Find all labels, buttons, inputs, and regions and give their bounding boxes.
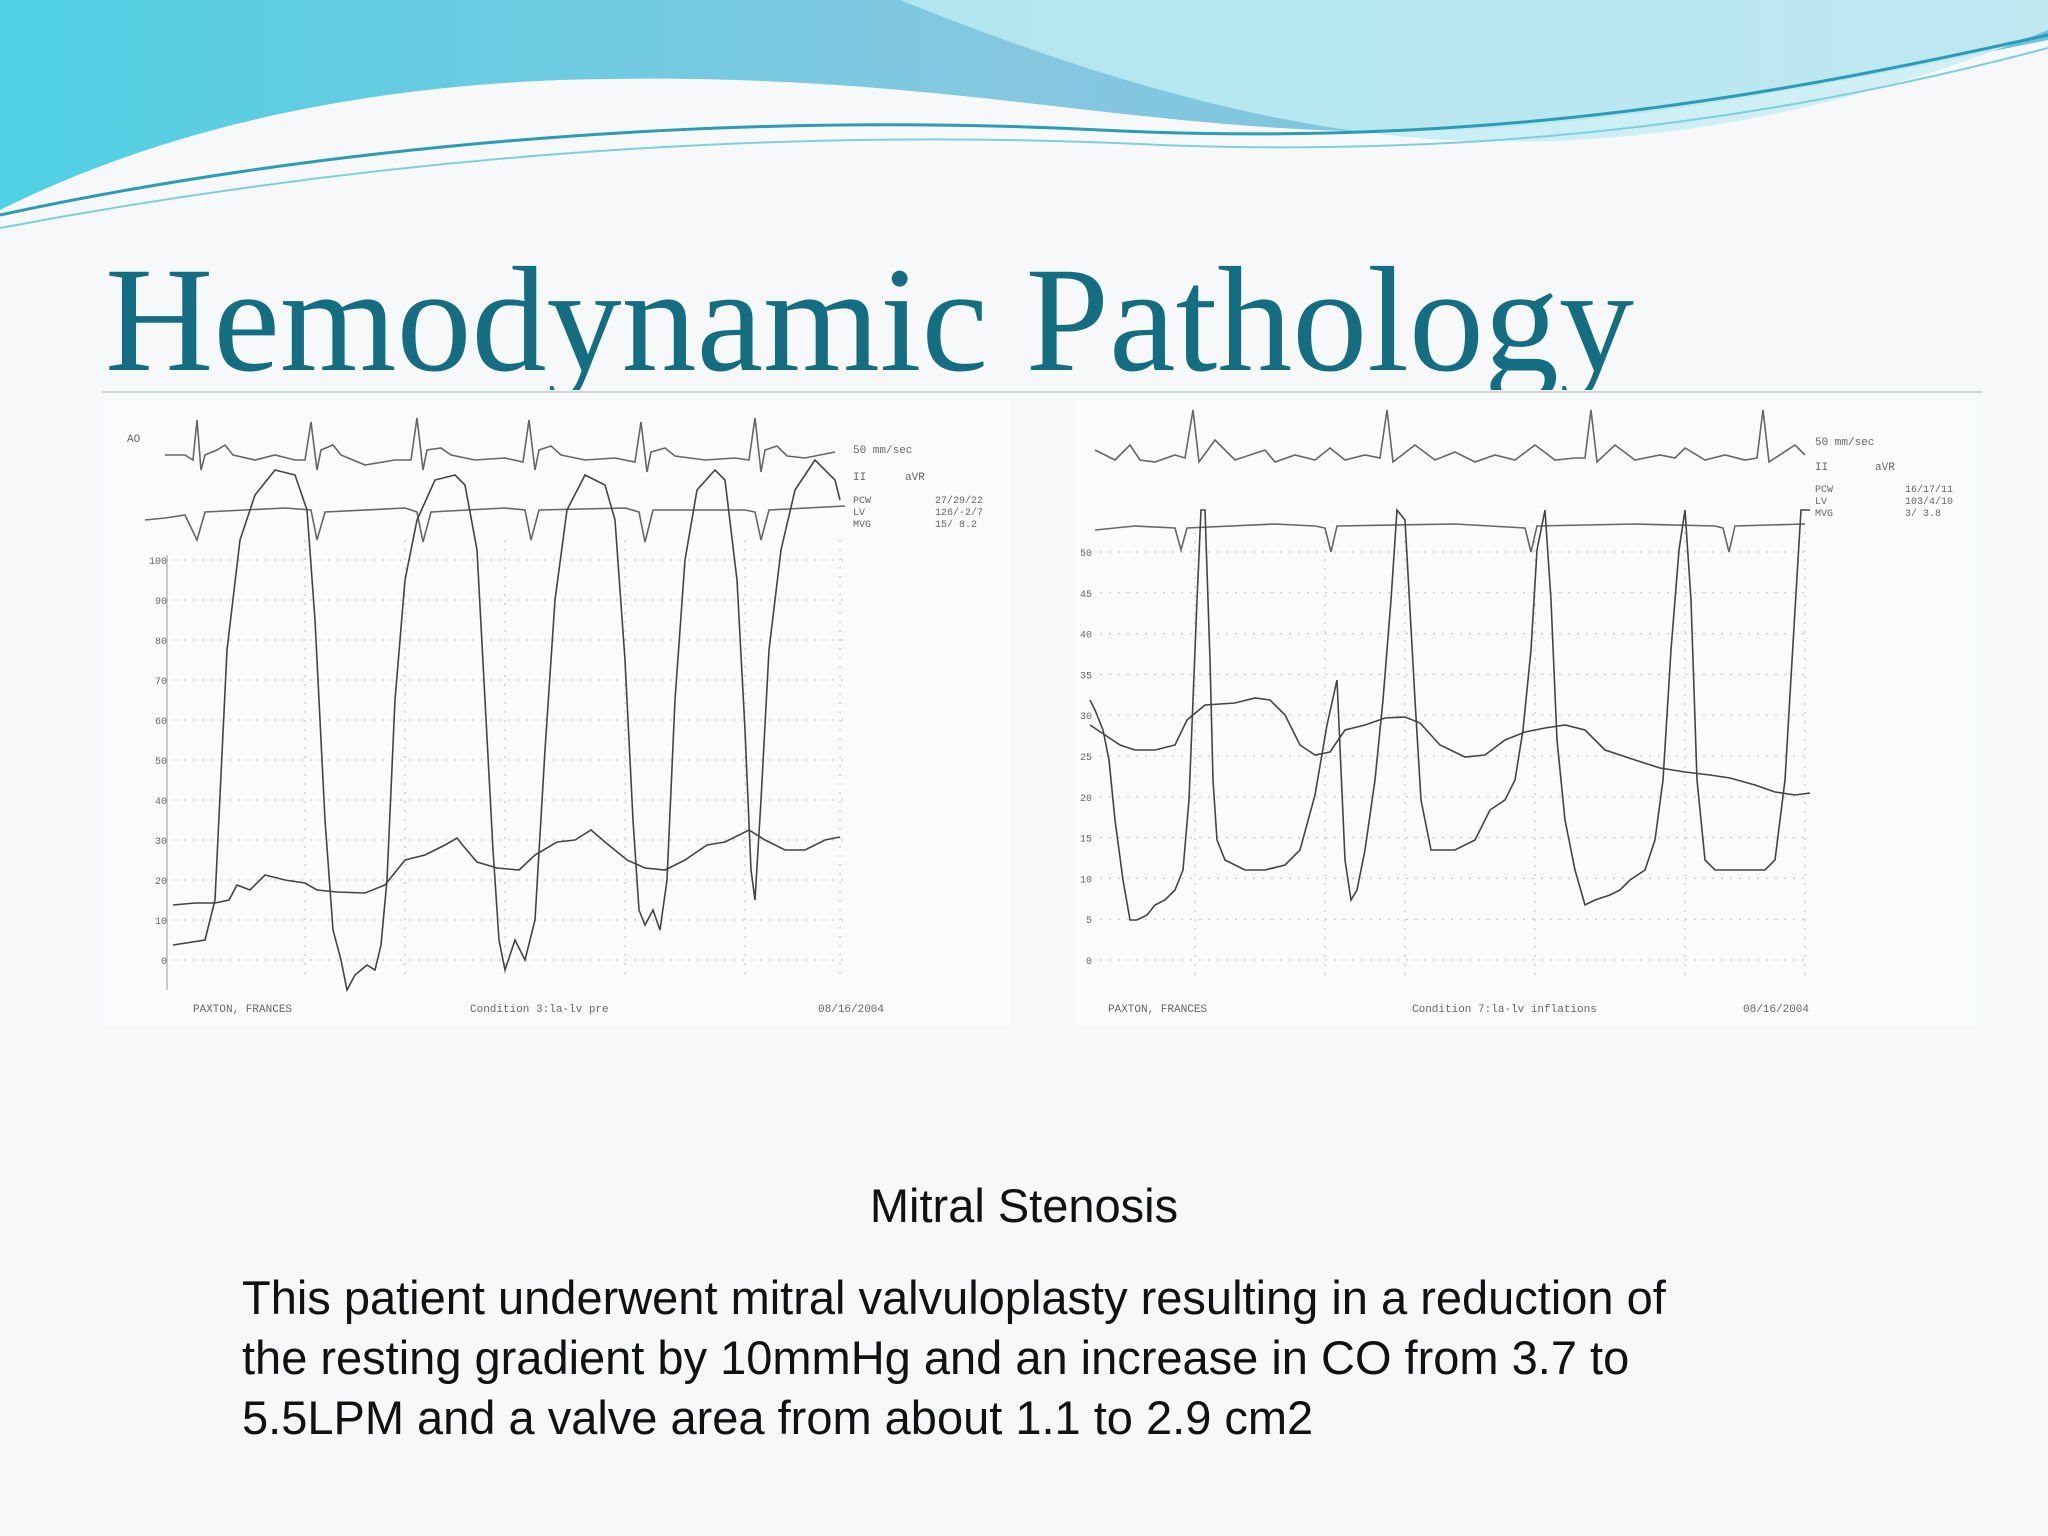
- pcw-pressure-waveform: [172, 829, 841, 906]
- tracing-grid: [175, 540, 845, 980]
- y-tick-label: 40: [155, 797, 167, 808]
- readout-label: MVG: [1815, 509, 1833, 520]
- y-tick-label: 50: [1080, 549, 1092, 560]
- slide-title: Hemodynamic Pathology: [105, 245, 1634, 390]
- y-tick-label: 50: [155, 757, 167, 768]
- y-tick-label: 0: [161, 957, 167, 968]
- condition-label: Condition 7:la-lv inflations: [1412, 1004, 1597, 1016]
- paper-speed: 50 mm/sec: [1815, 437, 1874, 449]
- readout-label: MVG: [853, 520, 871, 531]
- y-tick-label: 20: [1080, 794, 1092, 805]
- ecg-lead-ii: [165, 417, 836, 473]
- paper-speed: 50 mm/sec: [853, 445, 912, 457]
- body-line: the resting gradient by 10mmHg and an in…: [242, 1331, 1630, 1384]
- slide-subtitle: Mitral Stenosis: [869, 1179, 1179, 1232]
- ecg-lead-avr: [144, 505, 846, 543]
- y-tick-label: 60: [155, 717, 167, 728]
- readout-label: PCW: [1815, 485, 1833, 496]
- y-tick-label: 20: [155, 877, 167, 888]
- y-tick-label: 5: [1086, 916, 1092, 927]
- y-tick-label: 90: [155, 597, 167, 608]
- body-line: 5.5LPM and a valve area from about 1.1 t…: [242, 1391, 1314, 1444]
- lead-left: II: [1815, 462, 1828, 474]
- ecg-lead-avr: [1094, 523, 1806, 554]
- header-wave-decoration: [0, 0, 2048, 229]
- recording-date: 08/16/2004: [818, 1004, 884, 1016]
- pressure-tracing-pre: AO 100 90 80 70 60 50 40 30 20 10 0 50 mm/sec II a…: [105, 400, 1010, 1025]
- y-tick-label: 25: [1080, 753, 1092, 764]
- readout-value: 126/-2/7: [935, 507, 983, 519]
- pressure-tracing-post: 50 45 40 35 30 25 20 15 10 5 0 50 mm/sec II aVR PC…: [1075, 400, 1975, 1025]
- y-tick-label: 30: [155, 837, 167, 848]
- recording-date: 08/16/2004: [1743, 1004, 1809, 1016]
- ecg-lead-ii: [1094, 409, 1806, 465]
- tracing-corner-label: AO: [127, 434, 141, 446]
- y-tick-label: 0: [1086, 957, 1092, 968]
- y-tick-label: 80: [155, 637, 167, 648]
- y-tick-label: 40: [1080, 631, 1092, 642]
- readout-value: 3/ 3.8: [1905, 508, 1941, 520]
- lv-pressure-waveform: [172, 458, 841, 993]
- y-tick-label: 10: [1080, 875, 1092, 886]
- readout-label: LV: [1815, 497, 1827, 508]
- body-line: This patient underwent mitral valvulopla…: [242, 1271, 1666, 1324]
- title-underline: [102, 391, 1982, 393]
- y-tick-label: 10: [155, 917, 167, 928]
- y-tick-label: 45: [1080, 590, 1092, 601]
- patient-name: PAXTON, FRANCES: [1108, 1004, 1207, 1016]
- y-tick-label: 30: [1080, 712, 1092, 723]
- lead-right: aVR: [1875, 462, 1895, 474]
- condition-label: Condition 3:la-lv pre: [470, 1004, 609, 1016]
- lv-pressure-waveform: [1089, 507, 1810, 921]
- pcw-pressure-waveform: [1089, 697, 1811, 796]
- readout-value: 16/17/11: [1905, 484, 1953, 496]
- tracing-grid: [1100, 532, 1806, 980]
- readout-label: PCW: [853, 496, 871, 507]
- readout-value: 27/29/22: [935, 495, 983, 507]
- lead-left: II: [853, 472, 866, 484]
- readout-value: 103/4/10: [1905, 496, 1953, 508]
- y-tick-label: 15: [1080, 835, 1092, 846]
- y-tick-label: 35: [1080, 671, 1092, 682]
- readout-value: 15/ 8.2: [935, 519, 977, 531]
- slide-body-text: This patient underwent mitral valvulopla…: [242, 1268, 1922, 1448]
- readout-label: LV: [853, 508, 865, 519]
- y-tick-label: 100: [149, 557, 167, 568]
- patient-name: PAXTON, FRANCES: [193, 1004, 292, 1016]
- lead-right: aVR: [905, 472, 925, 484]
- y-tick-label: 70: [155, 677, 167, 688]
